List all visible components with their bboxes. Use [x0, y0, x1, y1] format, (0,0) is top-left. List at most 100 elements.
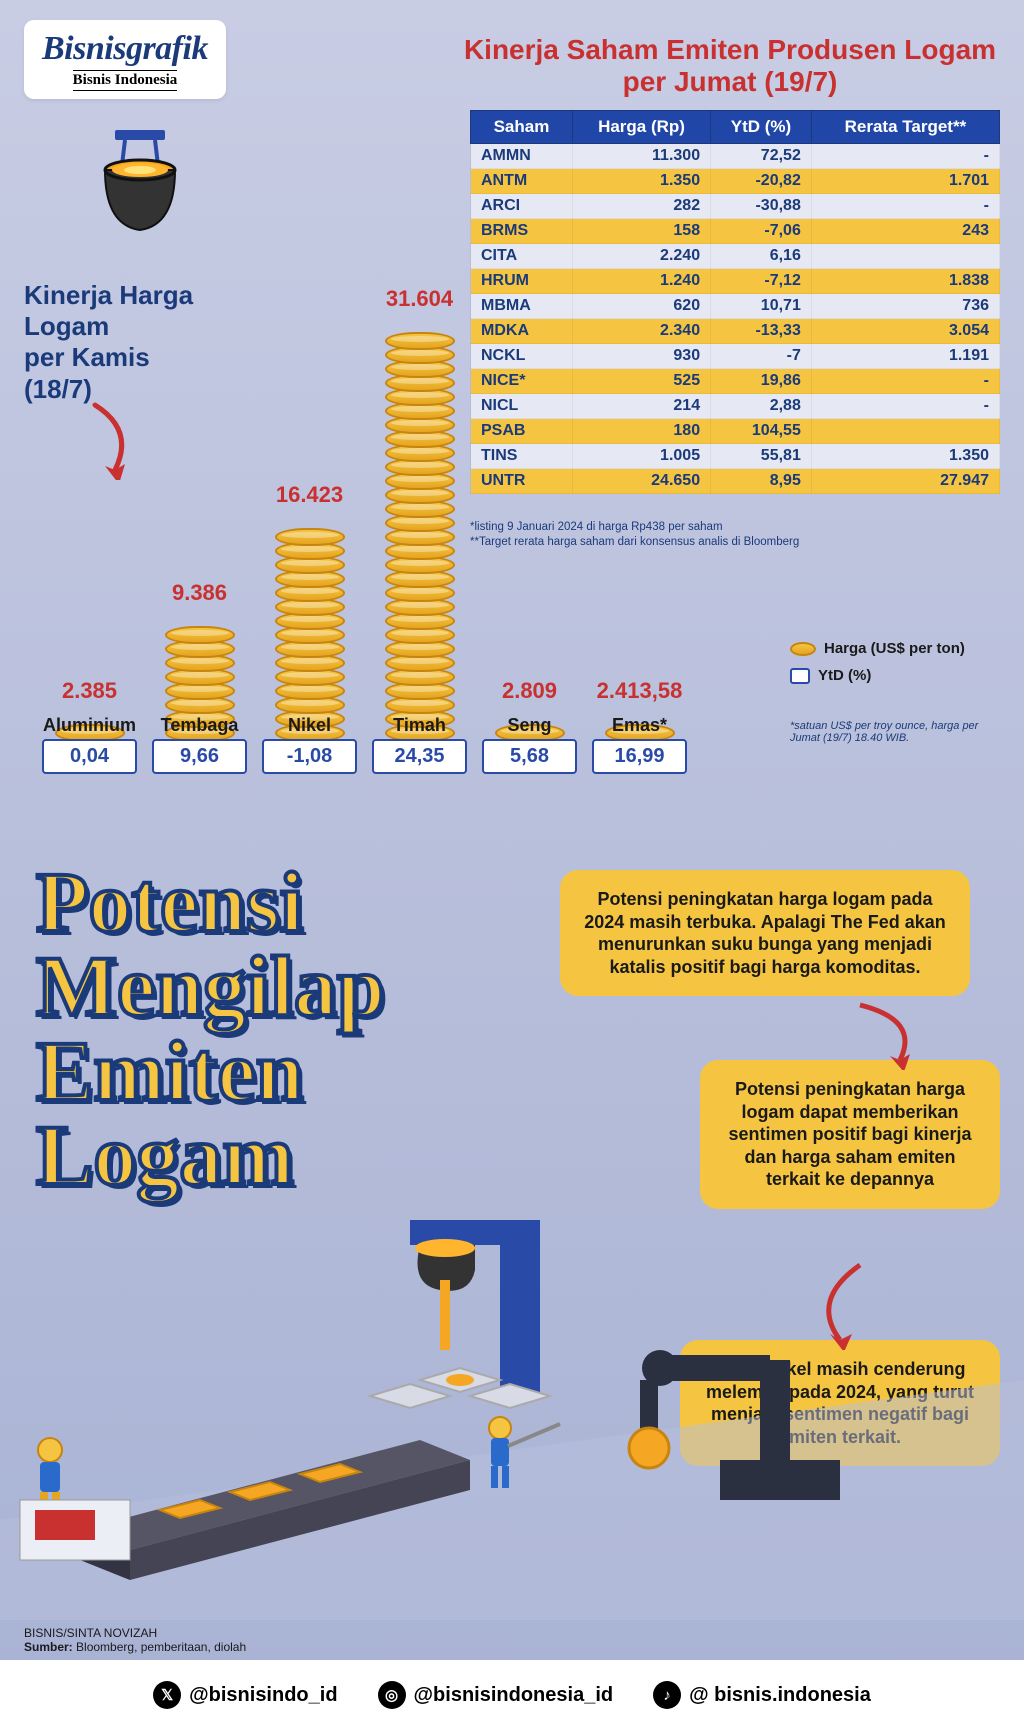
coin-column-seng: 2.809Seng5,68	[482, 678, 577, 770]
table-row: NICL2142,88-	[471, 394, 1000, 419]
coin-value: 2.809	[482, 678, 577, 704]
table-cell: AMMN	[471, 144, 573, 169]
table-cell: -	[811, 194, 999, 219]
table-cell: 620	[572, 294, 710, 319]
table-cell: -20,82	[711, 169, 812, 194]
table-row: UNTR24.6508,9527.947	[471, 469, 1000, 494]
table-row: PSAB180104,55	[471, 419, 1000, 444]
table-cell: 736	[811, 294, 999, 319]
table-cell: MBMA	[471, 294, 573, 319]
social-handle: ♪@ bisnis.indonesia	[653, 1681, 871, 1709]
coin-label: Tembaga	[152, 715, 247, 736]
table-row: BRMS158-7,06243	[471, 219, 1000, 244]
social-text: @bisnisindonesia_id	[414, 1684, 614, 1707]
table-row: MDKA2.340-13,333.054	[471, 319, 1000, 344]
table-cell: UNTR	[471, 469, 573, 494]
table-cell: 1.350	[572, 169, 710, 194]
table-header: Saham	[471, 111, 573, 144]
byline: BISNIS/SINTA NOVIZAH	[24, 1626, 246, 1640]
social-text: @ bisnis.indonesia	[689, 1684, 871, 1707]
social-icon: ◎	[378, 1681, 406, 1709]
social-handle: 𝕏 @bisnisindo_id	[153, 1681, 337, 1709]
table-cell: -13,33	[711, 319, 812, 344]
table-row: TINS1.00555,811.350	[471, 444, 1000, 469]
coin-label: Nikel	[262, 715, 357, 736]
table-cell: ANTM	[471, 169, 573, 194]
coin-value: 2.385	[42, 678, 137, 704]
table-cell: TINS	[471, 444, 573, 469]
table-cell: -7,06	[711, 219, 812, 244]
table-cell: 2,88	[711, 394, 812, 419]
table-cell: 2.240	[572, 244, 710, 269]
ytd-value: -1,08	[262, 739, 357, 774]
table-cell: 11.300	[572, 144, 710, 169]
footer-socials: 𝕏 @bisnisindo_id ◎ @bisnisindonesia_id ♪@ bi…	[0, 1660, 1024, 1730]
table-cell	[811, 244, 999, 269]
chart-legend: Harga (US$ per ton) YtD (%)	[790, 640, 1010, 694]
table-footnotes: *listing 9 Januari 2024 di harga Rp438 p…	[470, 520, 1000, 550]
table-row: NCKL930-71.191	[471, 344, 1000, 369]
coin-column-emas*: 2.413,58Emas*16,99	[592, 678, 687, 770]
stock-table-title: Kinerja Saham Emiten Produsen Logam per …	[460, 34, 1000, 98]
table-cell: 6,16	[711, 244, 812, 269]
table-cell: -	[811, 144, 999, 169]
callout-1: Potensi peningkatan harga logam pada 202…	[560, 870, 970, 996]
table-row: ANTM1.350-20,821.701	[471, 169, 1000, 194]
table-cell: NICL	[471, 394, 573, 419]
legend-ytd-label: YtD (%)	[818, 667, 871, 684]
coin-icon	[790, 642, 816, 656]
main-headline: Potensi Mengilap Emiten Logam	[36, 860, 556, 1197]
table-cell: ARCI	[471, 194, 573, 219]
table-cell: 1.838	[811, 269, 999, 294]
ytd-value: 24,35	[372, 739, 467, 774]
table-cell: 3.054	[811, 319, 999, 344]
legend-price-label: Harga (US$ per ton)	[824, 640, 965, 657]
infographic-page: Bisnisgrafik Bisnis Indonesia Kinerja Ha…	[0, 0, 1024, 1730]
table-cell: 2.340	[572, 319, 710, 344]
table-row: HRUM1.240-7,121.838	[471, 269, 1000, 294]
table-cell: -7,12	[711, 269, 812, 294]
factory-illustration	[0, 1180, 1024, 1620]
coin-label: Emas*	[592, 715, 687, 736]
legend-note: *satuan US$ per troy ounce, harga per Ju…	[790, 720, 1010, 744]
ytd-value: 0,04	[42, 739, 137, 774]
table-row: ARCI282-30,88-	[471, 194, 1000, 219]
table-cell: 27.947	[811, 469, 999, 494]
table-row: MBMA62010,71736	[471, 294, 1000, 319]
arrow-icon	[850, 1000, 930, 1070]
table-cell: 10,71	[711, 294, 812, 319]
table-cell: 8,95	[711, 469, 812, 494]
table-row: CITA2.2406,16	[471, 244, 1000, 269]
table-cell: NCKL	[471, 344, 573, 369]
table-cell: 1.701	[811, 169, 999, 194]
source-line: Sumber: Bloomberg, pemberitaan, diolah	[24, 1640, 246, 1654]
table-cell: 214	[572, 394, 710, 419]
table-cell: NICE*	[471, 369, 573, 394]
coin-column-aluminium: 2.385Aluminium0,04	[42, 678, 137, 770]
social-icon: 𝕏	[153, 1681, 181, 1709]
table-row: AMMN11.30072,52-	[471, 144, 1000, 169]
table-cell: 55,81	[711, 444, 812, 469]
ytd-value: 9,66	[152, 739, 247, 774]
table-cell: 243	[811, 219, 999, 244]
table-cell: HRUM	[471, 269, 573, 294]
table-cell: 930	[572, 344, 710, 369]
table-cell: 525	[572, 369, 710, 394]
table-header: Rerata Target**	[811, 111, 999, 144]
ytd-value: 16,99	[592, 739, 687, 774]
coin-value: 16.423	[262, 482, 357, 508]
coin-column-tembaga: 9.386Tembaga9,66	[152, 580, 247, 770]
coin-label: Aluminium	[42, 715, 137, 736]
legend-price: Harga (US$ per ton)	[790, 640, 1010, 657]
table-row: NICE*52519,86-	[471, 369, 1000, 394]
coin-column-nikel: 16.423Nikel-1,08	[262, 482, 357, 770]
table-cell: 72,52	[711, 144, 812, 169]
stock-table: SahamHarga (Rp)YtD (%)Rerata Target**AMM…	[470, 110, 1000, 494]
table-cell: -	[811, 394, 999, 419]
social-handle: ◎ @bisnisindonesia_id	[378, 1681, 614, 1709]
footnote-2: **Target rerata harga saham dari konsens…	[470, 535, 1000, 550]
social-text: @bisnisindo_id	[189, 1684, 337, 1707]
table-header: YtD (%)	[711, 111, 812, 144]
table-cell: 282	[572, 194, 710, 219]
table-cell	[811, 419, 999, 444]
